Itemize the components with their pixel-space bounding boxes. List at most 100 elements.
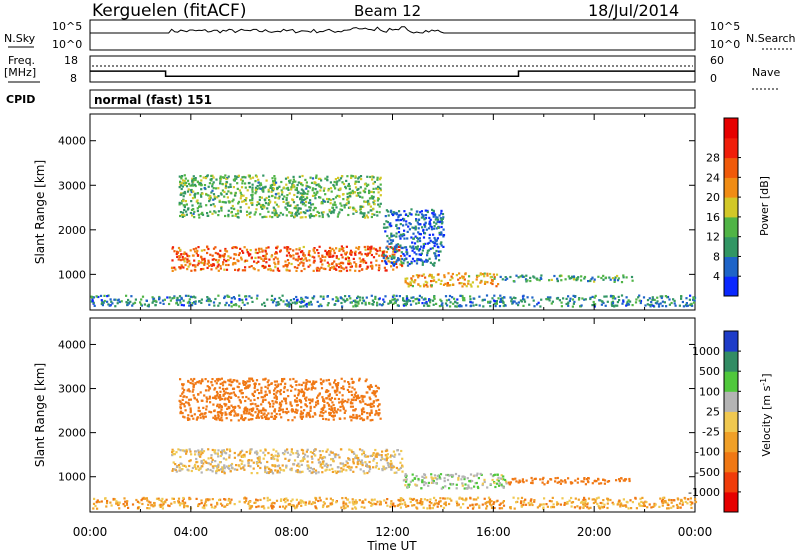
range-gate-cell [385, 250, 388, 254]
range-gate-cell [437, 502, 440, 506]
range-gate-cell [422, 236, 426, 239]
range-gate-cell [326, 295, 329, 298]
range-gate-cell [208, 197, 211, 200]
range-gate-cell [215, 469, 218, 472]
range-gate-cell [207, 462, 210, 465]
range-gate-cell [360, 259, 364, 262]
range-gate-cell [295, 302, 298, 305]
range-gate-cell [340, 470, 343, 473]
range-gate-cell [477, 274, 480, 277]
range-gate-cell [393, 455, 396, 458]
range-gate-cell [249, 215, 252, 219]
range-gate-cell [338, 456, 341, 459]
range-gate-cell [560, 305, 563, 308]
range-gate-cell [341, 181, 344, 184]
range-gate-cell [440, 220, 443, 223]
range-gate-cell [253, 386, 256, 390]
range-gate-cell [482, 273, 485, 276]
range-gate-cell [566, 502, 569, 505]
range-gate-cell [614, 304, 617, 307]
range-gate-cell [282, 200, 285, 203]
range-gate-cell [372, 300, 375, 304]
range-gate-cell [216, 379, 220, 382]
range-gate-cell [576, 477, 580, 480]
range-gate-cell [379, 503, 382, 506]
range-gate-cell [431, 276, 434, 279]
range-gate-cell [364, 248, 367, 251]
range-gate-cell [270, 468, 273, 472]
range-gate-cell [268, 258, 271, 261]
range-gate-cell [295, 187, 298, 190]
range-gate-cell [299, 416, 303, 419]
range-gate-cell [237, 269, 240, 272]
range-gate-cell [356, 463, 359, 466]
range-gate-cell [292, 201, 296, 204]
range-gate-cell [358, 257, 361, 260]
power-marks [90, 174, 697, 308]
range-gate-cell [198, 216, 201, 219]
range-gate-cell [127, 298, 130, 302]
range-gate-cell [474, 482, 477, 485]
range-gate-cell [354, 253, 357, 256]
range-gate-cell [223, 296, 226, 300]
range-gate-cell [246, 410, 249, 413]
range-gate-cell [189, 459, 192, 462]
range-gate-cell [197, 246, 200, 249]
range-gate-cell [374, 384, 378, 387]
range-gate-cell [168, 296, 171, 299]
range-gate-cell [332, 198, 335, 201]
range-gate-cell [318, 414, 322, 417]
range-gate-cell [432, 279, 435, 282]
range-gate-cell [279, 249, 282, 252]
range-gate-cell [219, 182, 222, 185]
range-gate-cell [352, 212, 355, 215]
range-gate-cell [275, 450, 278, 453]
range-gate-cell [251, 183, 254, 186]
range-gate-cell [374, 448, 377, 452]
range-gate-cell [141, 295, 145, 298]
range-gate-cell [317, 305, 320, 308]
range-gate-cell [311, 177, 315, 180]
range-gate-cell [573, 295, 577, 298]
range-gate-cell [285, 208, 289, 211]
range-gate-cell [219, 249, 222, 252]
range-gate-cell [219, 264, 222, 268]
range-gate-cell [362, 205, 365, 208]
range-gate-cell [435, 239, 438, 242]
range-gate-cell [414, 235, 417, 238]
range-gate-cell [295, 248, 298, 251]
range-gate-cell [443, 502, 446, 505]
range-gate-cell [499, 502, 502, 505]
range-gate-cell [201, 258, 204, 261]
range-gate-cell [217, 463, 220, 466]
range-gate-cell [199, 202, 202, 205]
range-gate-cell [530, 476, 533, 480]
range-gate-cell [195, 418, 198, 421]
range-gate-cell [459, 294, 462, 297]
range-gate-cell [191, 304, 194, 307]
range-gate-cell [360, 178, 363, 181]
range-gate-cell [405, 474, 408, 477]
range-gate-cell [601, 506, 604, 509]
range-gate-cell [293, 207, 296, 210]
range-gate-cell [125, 294, 128, 297]
range-gate-cell [361, 461, 364, 465]
range-gate-cell [189, 193, 192, 196]
range-gate-cell [410, 213, 413, 216]
range-gate-cell [205, 204, 208, 207]
range-gate-cell [212, 187, 215, 190]
range-gate-cell [486, 274, 489, 277]
range-gate-cell [211, 185, 214, 188]
range-gate-cell [271, 472, 275, 475]
range-gate-cell [370, 261, 373, 264]
range-gate-cell [377, 191, 380, 194]
range-gate-cell [184, 401, 188, 404]
range-gate-cell [552, 503, 555, 506]
range-gate-cell [415, 274, 418, 277]
range-gate-cell [681, 503, 684, 506]
range-gate-cell [136, 500, 139, 503]
range-gate-cell [383, 300, 386, 303]
range-gate-cell [273, 209, 276, 212]
range-gate-cell [428, 501, 431, 504]
range-gate-cell [347, 259, 350, 262]
